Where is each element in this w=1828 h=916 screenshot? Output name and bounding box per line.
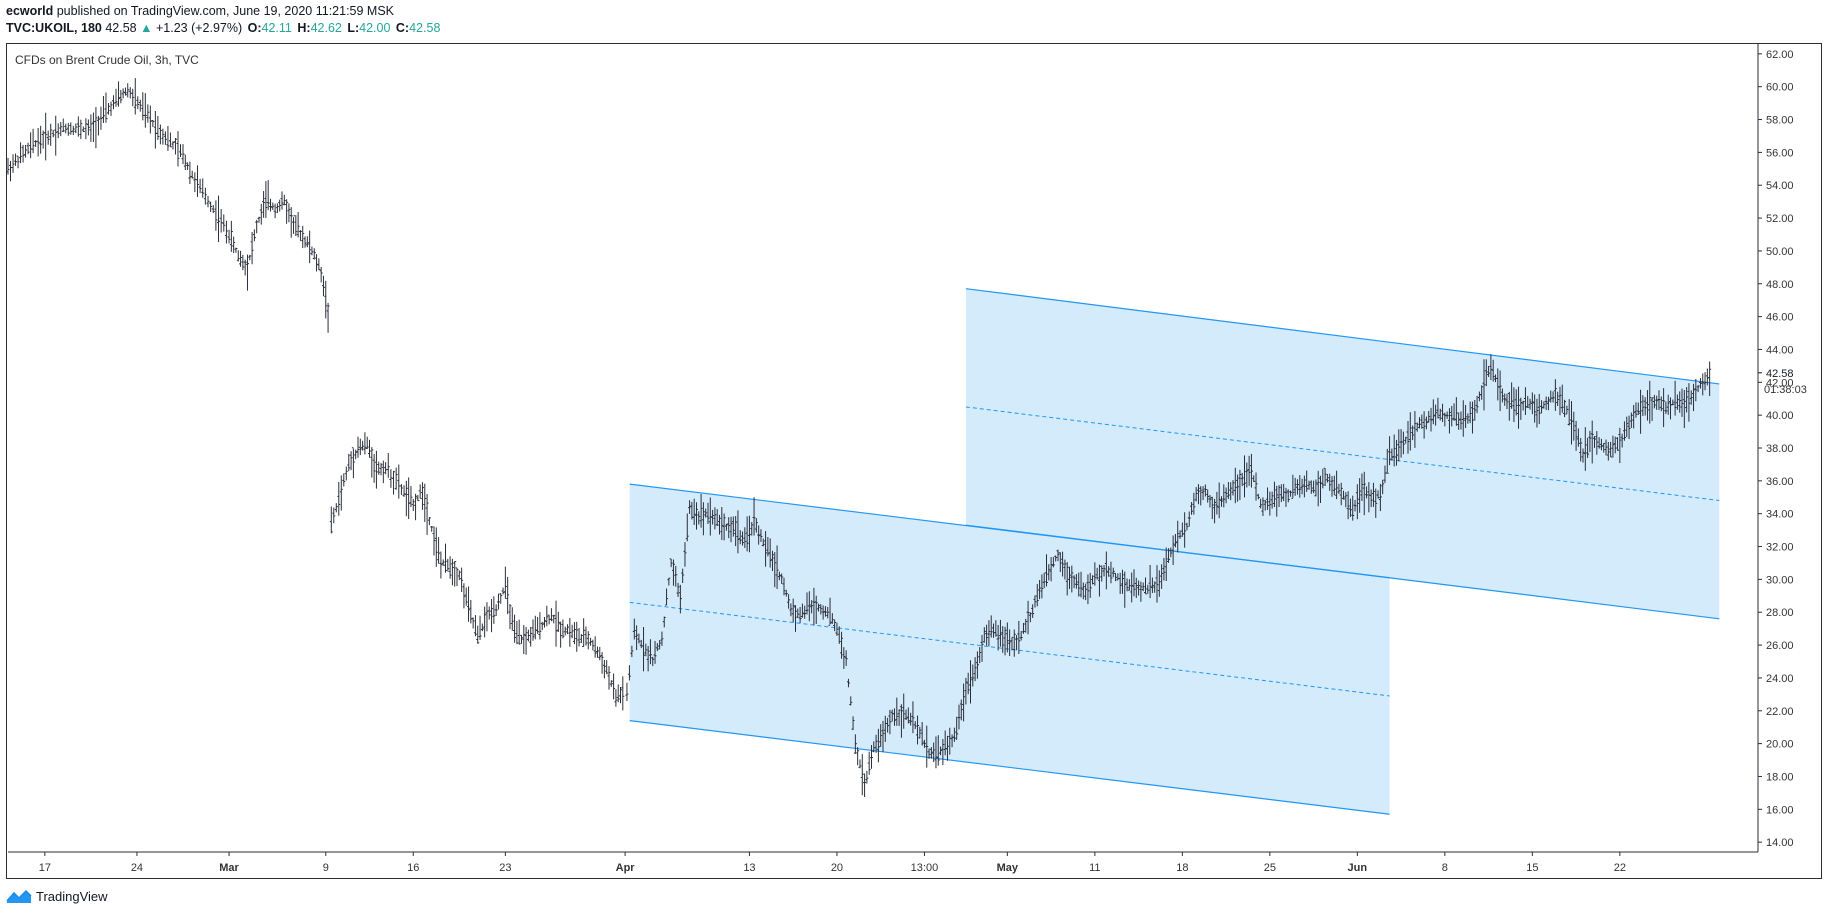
price-axis-label: 44.00 [1766, 344, 1794, 356]
high-label: H: [297, 21, 311, 35]
high-value: 42.62 [310, 21, 342, 35]
tradingview-branding[interactable]: TradingView [6, 888, 108, 904]
channel-mid-line-1 [629, 601, 1390, 697]
time-axis-label: 17 [39, 862, 51, 874]
price-axis-label: 28.00 [1766, 607, 1794, 619]
price-axis-label: 60.00 [1766, 82, 1794, 94]
time-axis-label: Jun [1348, 862, 1368, 874]
time-axis-label: 8 [1442, 862, 1448, 874]
author-name[interactable]: ecworld [6, 4, 54, 18]
time-axis-label: 22 [1614, 862, 1626, 874]
time-axis-label: May [997, 862, 1019, 874]
open-value: 42.11 [261, 21, 292, 35]
price-axis-label: 52.00 [1766, 213, 1794, 225]
channel-upper-line-2 [965, 288, 1720, 385]
time-axis-label: 9 [323, 862, 329, 874]
price-axis-label: 14.00 [1766, 837, 1794, 849]
price-axis-label: 42.00 [1766, 377, 1794, 389]
time-axis-label: 13 [743, 862, 755, 874]
brand-name: TradingView [36, 888, 108, 904]
price-axis-label: 30.00 [1766, 574, 1794, 586]
open-label: O: [247, 21, 262, 35]
time-axis-label: Mar [219, 862, 239, 874]
price-axis-label: 54.00 [1766, 180, 1794, 192]
time-axis-label: 16 [407, 862, 419, 874]
price-axis-label: 36.00 [1766, 476, 1794, 488]
bar-countdown-label: 01:38:03 [1764, 384, 1807, 396]
price-axis-label: 32.00 [1766, 542, 1794, 554]
price-axis-label: 46.00 [1766, 312, 1794, 324]
time-axis-label: 23 [499, 862, 511, 874]
chart-frame[interactable] [6, 43, 1822, 879]
last-price: 42.58 [105, 21, 137, 35]
time-axis-label: 20 [831, 862, 843, 874]
price-axis-label: 22.00 [1766, 706, 1794, 718]
time-axis-label: 15 [1526, 862, 1538, 874]
channel-lower-line-1 [629, 720, 1390, 815]
publish-info: ecworld published on TradingView.com, Ju… [6, 4, 394, 18]
price-axis-label: 16.00 [1766, 804, 1794, 816]
price-axis-label: 20.00 [1766, 739, 1794, 751]
time-axis-label: 11 [1089, 862, 1100, 874]
low-value: 42.00 [359, 21, 391, 35]
channel-lower-line-2 [965, 524, 1720, 620]
time-axis-label: 13:00 [911, 862, 939, 874]
price-change: +1.23 (+2.97%) [155, 21, 243, 35]
published-text: published on TradingView.com, June 19, 2… [56, 4, 395, 18]
price-axis-label: 24.00 [1766, 673, 1794, 685]
up-arrow-icon: ▲ [140, 21, 153, 35]
time-axis-label: Apr [616, 862, 636, 874]
price-axis-label: 18.00 [1766, 771, 1794, 783]
price-axis-label: 34.00 [1766, 509, 1794, 521]
close-value: 42.58 [409, 21, 441, 35]
time-axis-label: 25 [1264, 862, 1276, 874]
price-axis-label: 58.00 [1766, 115, 1794, 127]
time-axis-label: 18 [1176, 862, 1188, 874]
price-axis-label: 56.00 [1766, 147, 1794, 159]
price-axis-label: 48.00 [1766, 279, 1794, 291]
current-price-label: 42.58 [1766, 368, 1794, 380]
close-label: C: [395, 21, 410, 35]
channel-mid-line-2 [965, 406, 1720, 502]
price-axis-label: 50.00 [1766, 246, 1794, 258]
chart-title: CFDs on Brent Crude Oil, 3h, TVC [15, 53, 199, 67]
time-axis-label: 24 [131, 862, 143, 874]
symbol-name[interactable]: TVC:UKOIL, 180 [6, 21, 102, 35]
low-label: L: [347, 21, 360, 35]
price-axis-label: 26.00 [1766, 640, 1794, 652]
price-axis-label: 40.00 [1766, 410, 1794, 422]
tradingview-logo-icon [6, 889, 32, 903]
price-axis-label: 62.00 [1766, 49, 1794, 61]
symbol-legend: TVC:UKOIL, 180 42.58 ▲ +1.23 (+2.97%) O:… [6, 21, 440, 35]
price-axis-label: 38.00 [1766, 443, 1794, 455]
